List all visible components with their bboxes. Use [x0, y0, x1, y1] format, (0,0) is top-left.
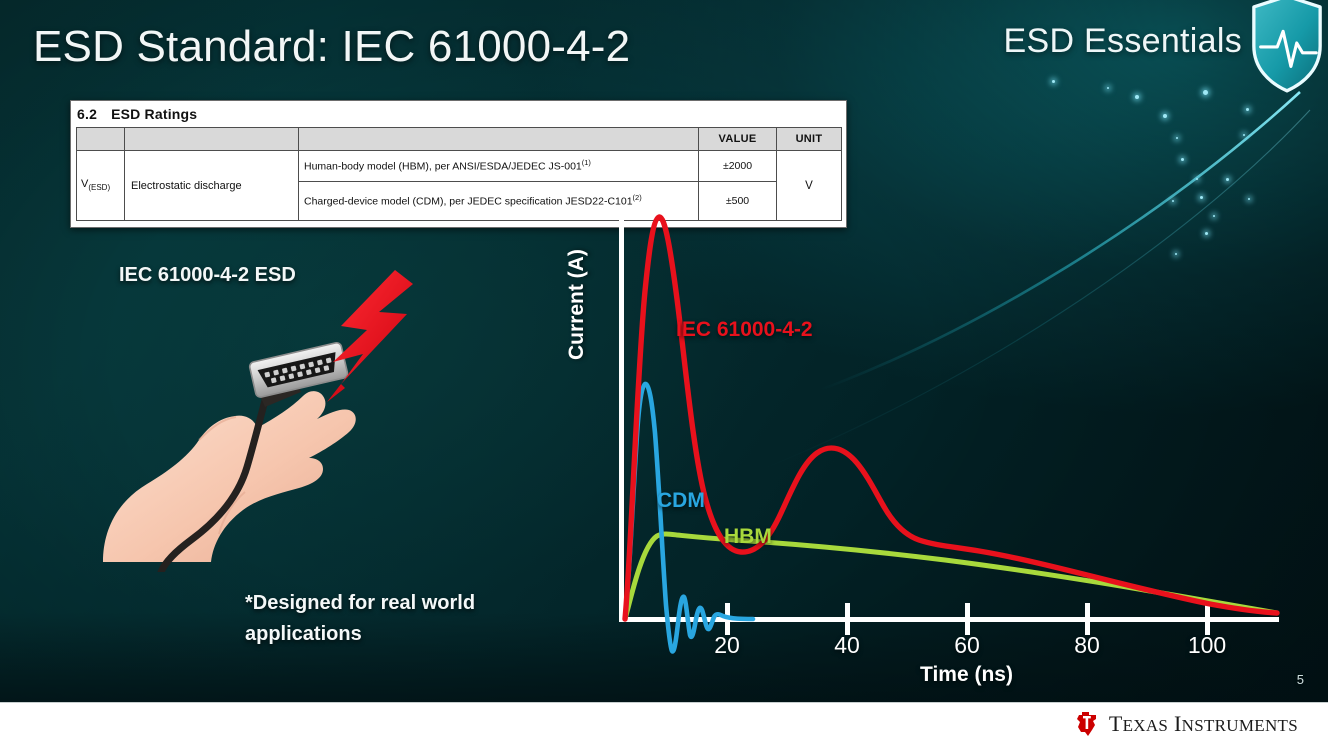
table-row: V(ESD) Electrostatic discharge Human-bod… [76, 150, 842, 221]
condition-text: Charged-device model (CDM), per JEDEC sp… [304, 195, 633, 208]
particle-dot [1175, 253, 1177, 255]
particle-dot [1213, 215, 1215, 217]
particle-dot [1226, 178, 1229, 181]
series-cdm-curve [622, 381, 756, 654]
particle-dot [1205, 232, 1208, 235]
company-word: NSTRUMENTS [1181, 716, 1298, 735]
symbol-cell: V(ESD) [76, 150, 125, 221]
chart-xtick-label: 20 [714, 632, 740, 658]
condition-cell: Human-body model (HBM), per ANSI/ESDA/JE… [298, 150, 699, 182]
symbol-text: V [81, 178, 89, 191]
chart-xtick-label: 100 [1187, 632, 1227, 658]
chart-xtick-label: 60 [954, 632, 980, 658]
particle-dot [1052, 80, 1055, 83]
background-bottom-fade [0, 612, 1328, 702]
ti-texas-mark-icon [1076, 712, 1096, 736]
column-header-value: VALUE [698, 127, 777, 151]
symbol-subscript: (ESD) [88, 183, 111, 193]
value-cell: ±2000 [698, 150, 777, 182]
slide-footer-bar [0, 702, 1328, 746]
chart-axes [619, 211, 1279, 635]
condition-cell: Charged-device model (CDM), per JEDEC sp… [298, 181, 699, 221]
chart-x-axis-label: Time (ns) [920, 663, 1013, 686]
company-initial: T [1108, 711, 1123, 736]
particle-dot [1181, 158, 1184, 161]
footnote-marker: (1) [581, 158, 591, 168]
series-iec-curve [622, 214, 1280, 622]
series-label-cdm: CDM [657, 489, 705, 512]
value-cell: ±500 [698, 181, 777, 221]
particle-dot [1107, 87, 1109, 89]
particle-dot [1203, 90, 1208, 95]
parameter-cell: Electrostatic discharge [124, 150, 299, 221]
blank-header-cell [76, 127, 125, 151]
company-word: EXAS [1122, 716, 1169, 735]
unit-cell: V [776, 150, 842, 221]
particle-dot [1135, 95, 1139, 99]
chart-xtick-label: 80 [1074, 632, 1100, 658]
particle-dot [1163, 114, 1167, 118]
particle-dot [1243, 134, 1245, 136]
particle-dot [1196, 178, 1198, 180]
esd-ratings-table-card: 6.2 ESD Ratings VALUE UNIT V(ESD) Electro… [70, 100, 847, 228]
brand-label: ESD Essentials [1003, 22, 1242, 60]
page-number: 5 [1296, 672, 1304, 687]
table-heading: 6.2 ESD Ratings [71, 101, 846, 127]
particle-dot [1248, 198, 1250, 200]
chart-xtick-label: 40 [834, 632, 860, 658]
hand-holding-hdmi-connector-icon [103, 270, 413, 572]
table-header-row: VALUE UNIT [76, 127, 842, 151]
condition-text: Human-body model (HBM), per ANSI/ESDA/JE… [304, 160, 582, 173]
esd-waveform-chart [619, 211, 1280, 654]
shield-heartbeat-icon [1252, 0, 1322, 93]
table-row: Charged-device model (CDM), per JEDEC sp… [77, 181, 842, 221]
series-label-hbm: HBM [724, 525, 772, 548]
page-title: ESD Standard: IEC 61000-4-2 [33, 22, 631, 71]
section-title: ESD Ratings [111, 106, 198, 122]
particle-dot [1200, 196, 1203, 199]
column-header-unit: UNIT [776, 127, 842, 151]
esd-ratings-table: VALUE UNIT V(ESD) Electrostatic discharg… [76, 127, 842, 221]
section-number: 6.2 [77, 106, 98, 122]
esd-illustration-label: IEC 61000-4-2 ESD [119, 264, 296, 286]
particle-dot [1246, 108, 1249, 111]
series-label-iec: IEC 61000-4-2 [676, 318, 813, 341]
blank-header-cell [298, 127, 699, 151]
company-initial: I [1174, 711, 1182, 736]
lightning-bolt-icon [327, 270, 413, 402]
footnote-marker: (2) [632, 193, 642, 203]
texas-instruments-logo-icon: TEXAS INSTRUMENTS [1074, 710, 1298, 738]
blank-header-cell [124, 127, 299, 151]
particle-dot [1176, 137, 1178, 139]
design-note: *Designed for real world applications [245, 592, 476, 645]
company-name: TEXAS INSTRUMENTS [1109, 711, 1298, 737]
particle-dot [1172, 200, 1174, 202]
